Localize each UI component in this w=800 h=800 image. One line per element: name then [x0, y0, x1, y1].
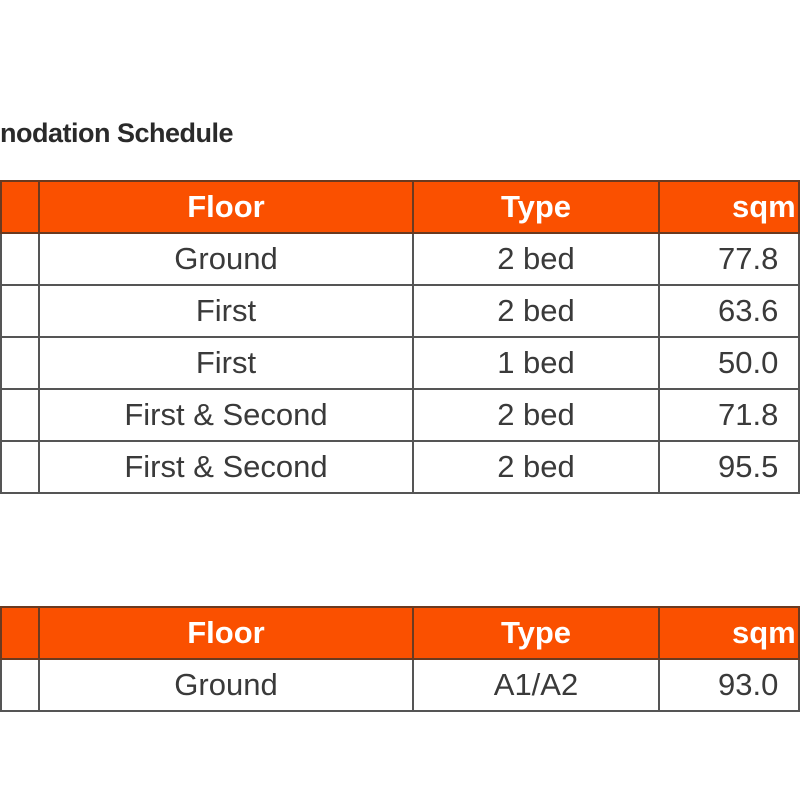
cell-floor: First & Second	[38, 388, 414, 442]
cell-floor: First	[38, 336, 414, 390]
cell-floor: Ground	[38, 232, 414, 286]
header-unit	[0, 606, 40, 660]
cell-unit	[0, 284, 40, 338]
cell-floor: First & Second	[38, 440, 414, 494]
header-sqm: sqm	[658, 606, 800, 660]
cell-floor: Ground	[38, 658, 414, 712]
header-type: Type	[412, 606, 660, 660]
cell-sqm: 93.0	[658, 658, 800, 712]
cell-unit	[0, 388, 40, 442]
cell-sqm: 71.8	[658, 388, 800, 442]
cell-sqm: 63.6	[658, 284, 800, 338]
table-row: Ground 2 bed 77.8	[0, 232, 800, 286]
cell-sqm: 50.0	[658, 336, 800, 390]
cell-type: 2 bed	[412, 440, 660, 494]
table-header-row: Floor Type sqm	[0, 180, 800, 234]
cell-type: 2 bed	[412, 232, 660, 286]
header-unit	[0, 180, 40, 234]
table-header-row: Floor Type sqm	[0, 606, 800, 660]
commercial-schedule-table: Floor Type sqm Ground A1/A2 93.0	[0, 606, 800, 712]
header-sqm: sqm	[658, 180, 800, 234]
residential-schedule-table: Floor Type sqm Ground 2 bed 77.8 First 2 bed…	[0, 180, 800, 494]
table-row: First & Second 2 bed 95.5	[0, 440, 800, 494]
cell-floor: First	[38, 284, 414, 338]
cell-sqm: 77.8	[658, 232, 800, 286]
header-type: Type	[412, 180, 660, 234]
schedule-title: nodation Schedule	[0, 118, 234, 148]
header-floor: Floor	[38, 180, 414, 234]
table-row: Ground A1/A2 93.0	[0, 658, 800, 712]
table-row: First 1 bed 50.0	[0, 336, 800, 390]
cell-type: 1 bed	[412, 336, 660, 390]
header-floor: Floor	[38, 606, 414, 660]
cell-type: 2 bed	[412, 284, 660, 338]
cell-unit	[0, 658, 40, 712]
cell-type: 2 bed	[412, 388, 660, 442]
cell-type: A1/A2	[412, 658, 660, 712]
cell-sqm: 95.5	[658, 440, 800, 494]
table-row: First 2 bed 63.6	[0, 284, 800, 338]
cell-unit	[0, 336, 40, 390]
cell-unit	[0, 232, 40, 286]
cell-unit	[0, 440, 40, 494]
table-row: First & Second 2 bed 71.8	[0, 388, 800, 442]
